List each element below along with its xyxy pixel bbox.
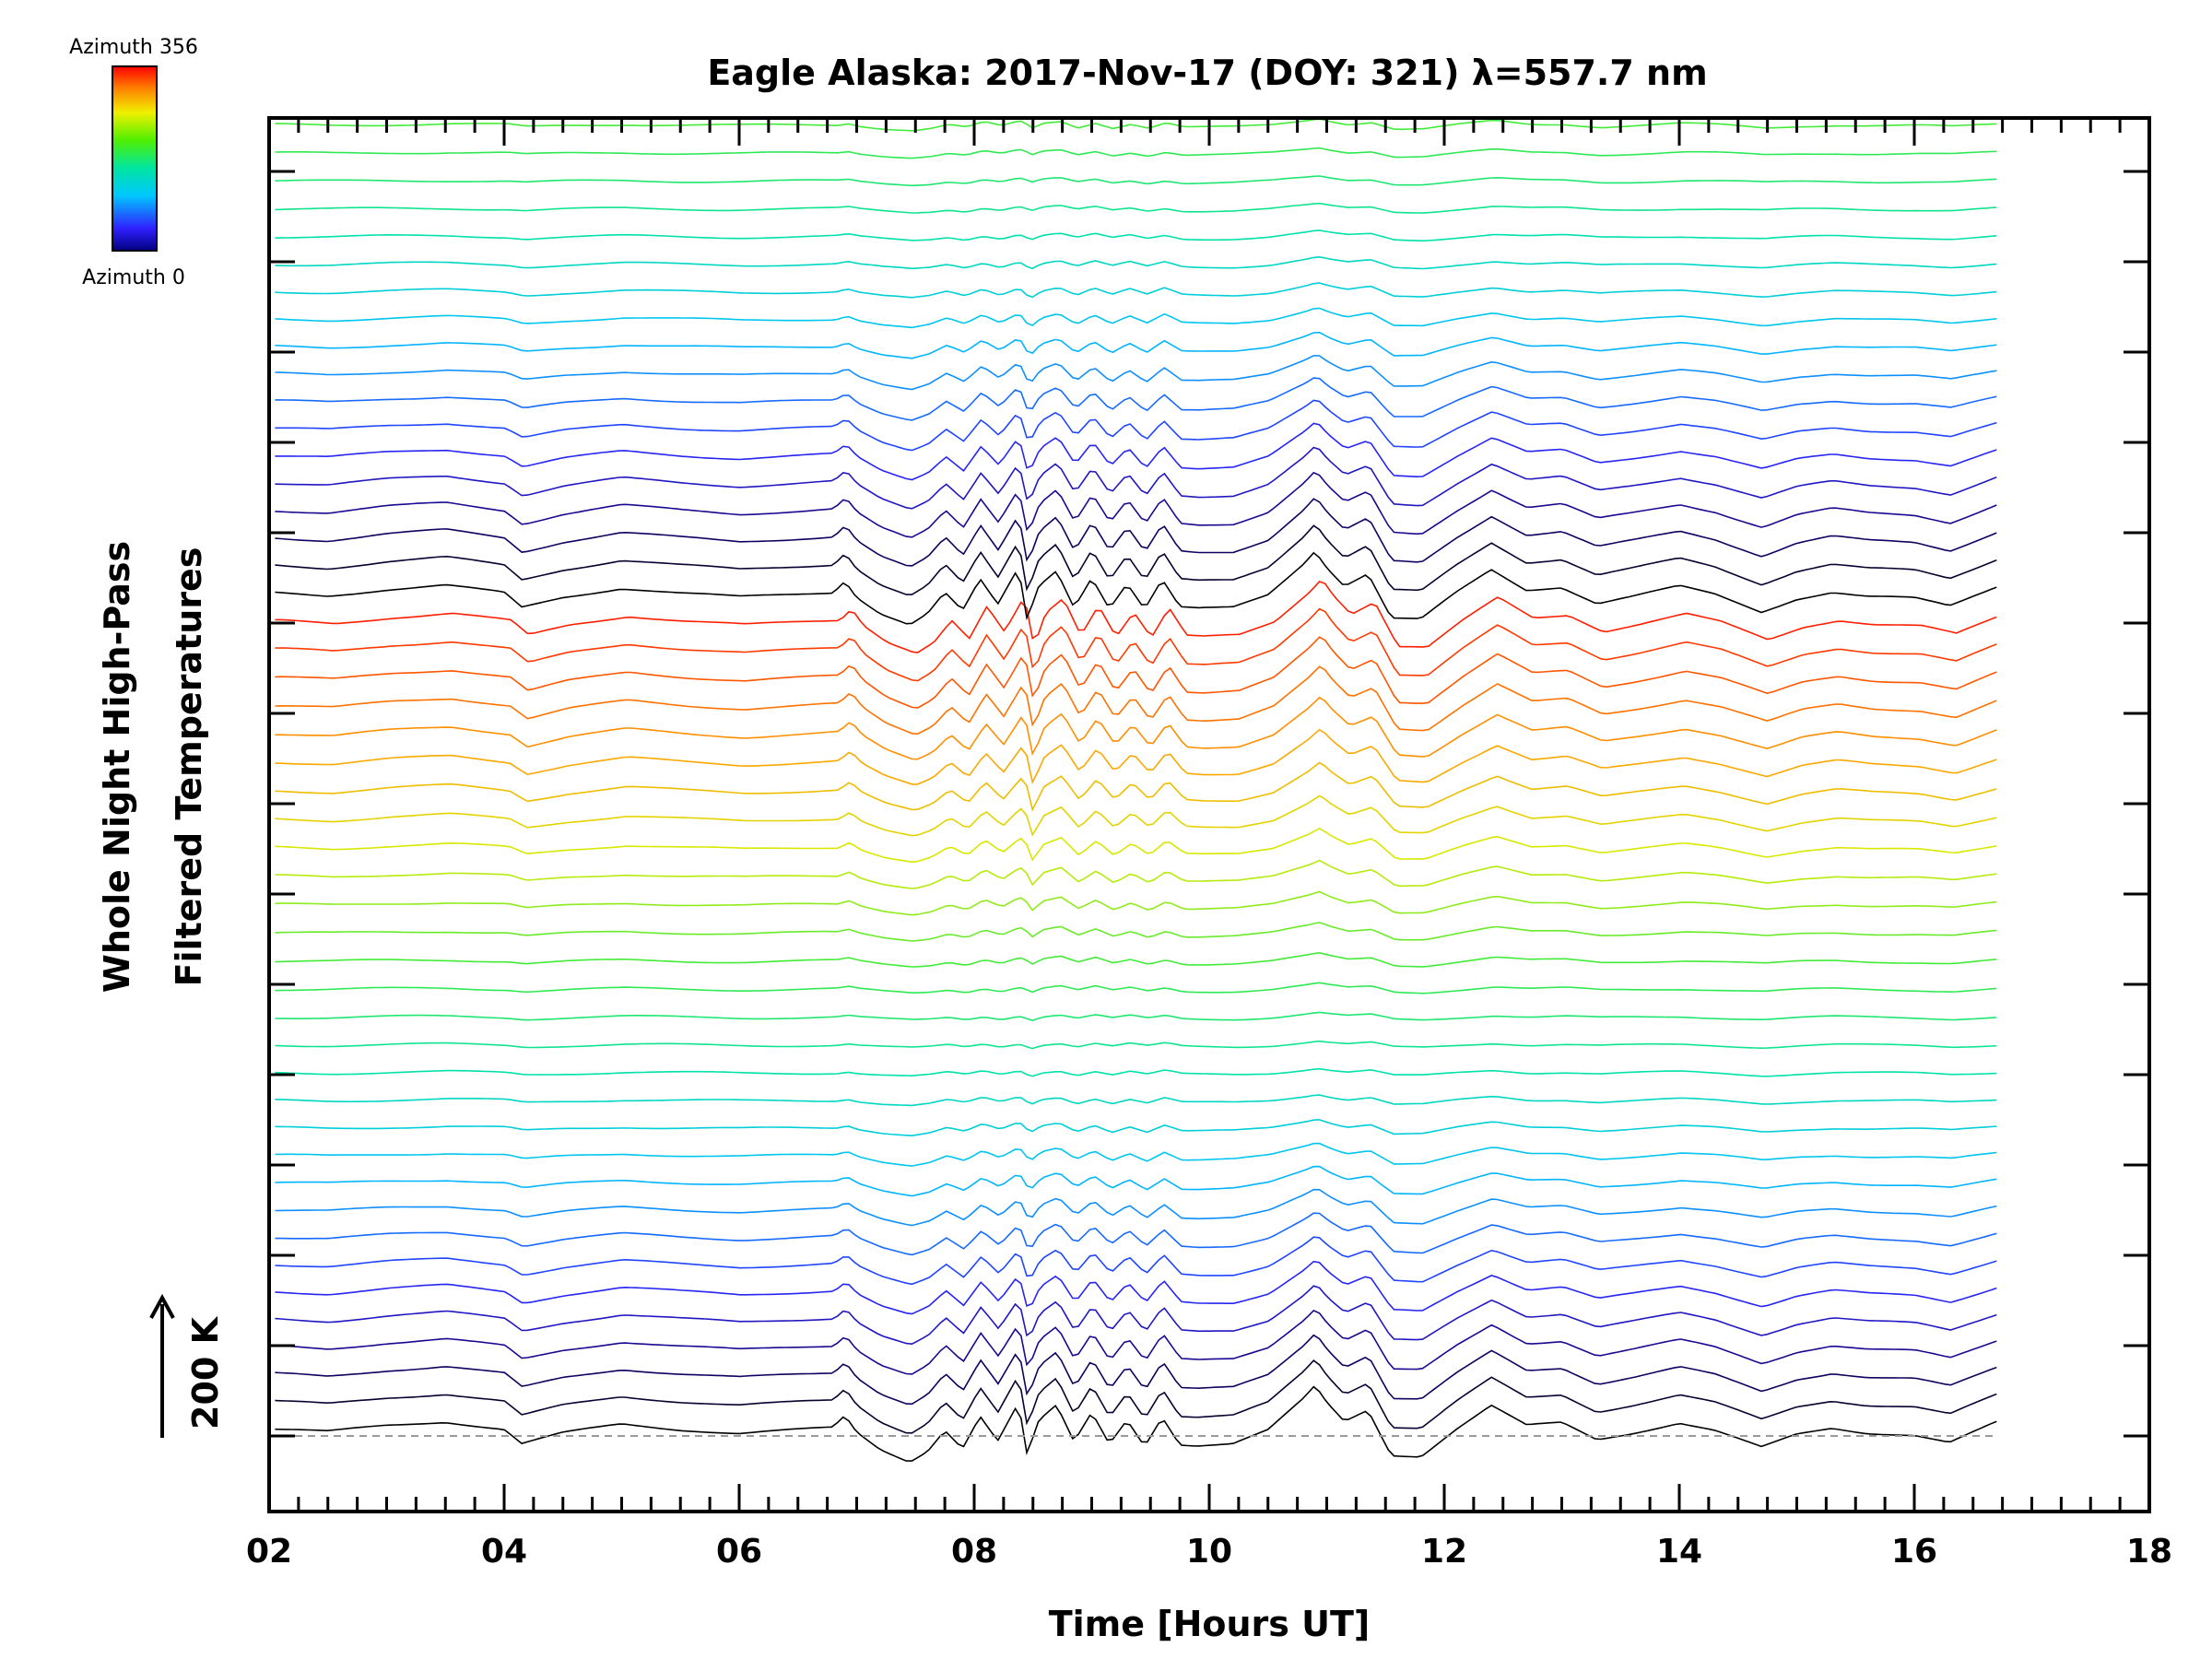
temperature-trace xyxy=(275,794,1997,837)
x-tick-label: 02 xyxy=(246,1533,292,1571)
temperature-trace xyxy=(275,1285,1997,1346)
temperature-trace xyxy=(275,1385,1997,1462)
temperature-trace xyxy=(275,175,1997,187)
temperature-trace xyxy=(275,761,1997,812)
temperature-trace xyxy=(275,859,1997,889)
x-tick-label: 10 xyxy=(1186,1533,1232,1571)
colorbar-gradient xyxy=(112,65,158,252)
temperature-trace xyxy=(275,24,1996,51)
temperature-trace xyxy=(275,1165,1997,1197)
trace-stack xyxy=(275,0,1997,1462)
temperature-trace xyxy=(275,1011,1997,1021)
temperature-trace xyxy=(275,399,1997,452)
temperature-trace xyxy=(275,1040,1997,1050)
temperature-trace xyxy=(275,696,1997,760)
temperature-trace xyxy=(275,422,1997,481)
temperature-trace xyxy=(275,982,1997,994)
y-axis-label-line2: Filtered Temperatures xyxy=(169,547,209,987)
x-tick-labels: 02 04 06 08 10 12 14 16 18 xyxy=(246,1533,2172,1571)
temperature-trace xyxy=(275,1236,1997,1286)
temperature-trace xyxy=(275,1119,1997,1137)
temperature-trace xyxy=(275,446,1997,510)
temperature-trace xyxy=(275,331,1997,359)
temperature-trace xyxy=(275,890,1997,916)
temperature-trace xyxy=(275,307,1997,329)
temperature-trace xyxy=(275,282,1997,299)
x-tick-label: 06 xyxy=(716,1533,762,1571)
x-tick-label: 18 xyxy=(2126,1533,2172,1571)
temperature-trace xyxy=(275,229,1997,242)
scale-bar-label: 200 K xyxy=(185,1315,226,1430)
axis-ticks xyxy=(267,118,2151,1512)
temperature-trace xyxy=(275,827,1997,864)
plot-frame xyxy=(267,116,2151,1513)
temperature-trace xyxy=(275,922,1997,942)
x-tick-label: 04 xyxy=(481,1533,527,1571)
scale-bar-arrowhead xyxy=(149,1293,175,1319)
temperature-trace xyxy=(275,0,1996,25)
temperature-trace xyxy=(275,1094,1997,1107)
colorbar-bottom-label: Azimuth 0 xyxy=(82,266,185,289)
chart-title: Eagle Alaska: 2017-Nov-17 (DOY: 321) λ=5… xyxy=(707,53,1707,93)
temperature-trace xyxy=(275,1334,1997,1406)
temperature-trace xyxy=(275,607,1997,682)
temperature-trace xyxy=(275,1309,1997,1375)
temperature-trace xyxy=(275,147,1997,159)
temperature-trace xyxy=(275,255,1997,270)
temperature-trace xyxy=(275,728,1997,785)
temperature-trace xyxy=(275,1142,1997,1167)
x-tick-label: 12 xyxy=(1421,1533,1467,1571)
y-axis-label-line1: Whole Night High-Pass xyxy=(97,541,137,993)
temperature-trace xyxy=(275,1212,1997,1256)
colorbar: Azimuth 356 Azimuth 0 xyxy=(69,36,198,289)
scale-bar: 200 K xyxy=(149,1293,226,1438)
temperature-trace xyxy=(275,1188,1997,1227)
temperature-trace xyxy=(275,355,1997,391)
temperature-trace xyxy=(275,377,1997,421)
x-tick-label: 14 xyxy=(1656,1533,1702,1571)
temperature-trace xyxy=(275,581,1997,653)
temperature-trace xyxy=(275,665,1997,735)
temperature-trace xyxy=(275,551,1997,625)
x-tick-label: 16 xyxy=(1891,1533,1937,1571)
temperature-trace xyxy=(275,524,1997,595)
temperature-trace xyxy=(275,202,1997,214)
temperature-trace xyxy=(275,1359,1997,1434)
temperature-trace xyxy=(275,471,1997,538)
x-tick-label: 08 xyxy=(951,1533,997,1571)
temperature-trace xyxy=(275,951,1997,968)
y-axis-label: Whole Night High-Pass Filtered Temperatu… xyxy=(97,541,209,993)
temperature-trace xyxy=(275,1067,1997,1077)
colorbar-top-label: Azimuth 356 xyxy=(69,36,198,59)
temperature-trace xyxy=(275,636,1997,709)
temperature-trace xyxy=(275,1260,1997,1315)
temperature-trace xyxy=(275,498,1997,567)
x-axis-label: Time [Hours UT] xyxy=(1049,1604,1371,1644)
